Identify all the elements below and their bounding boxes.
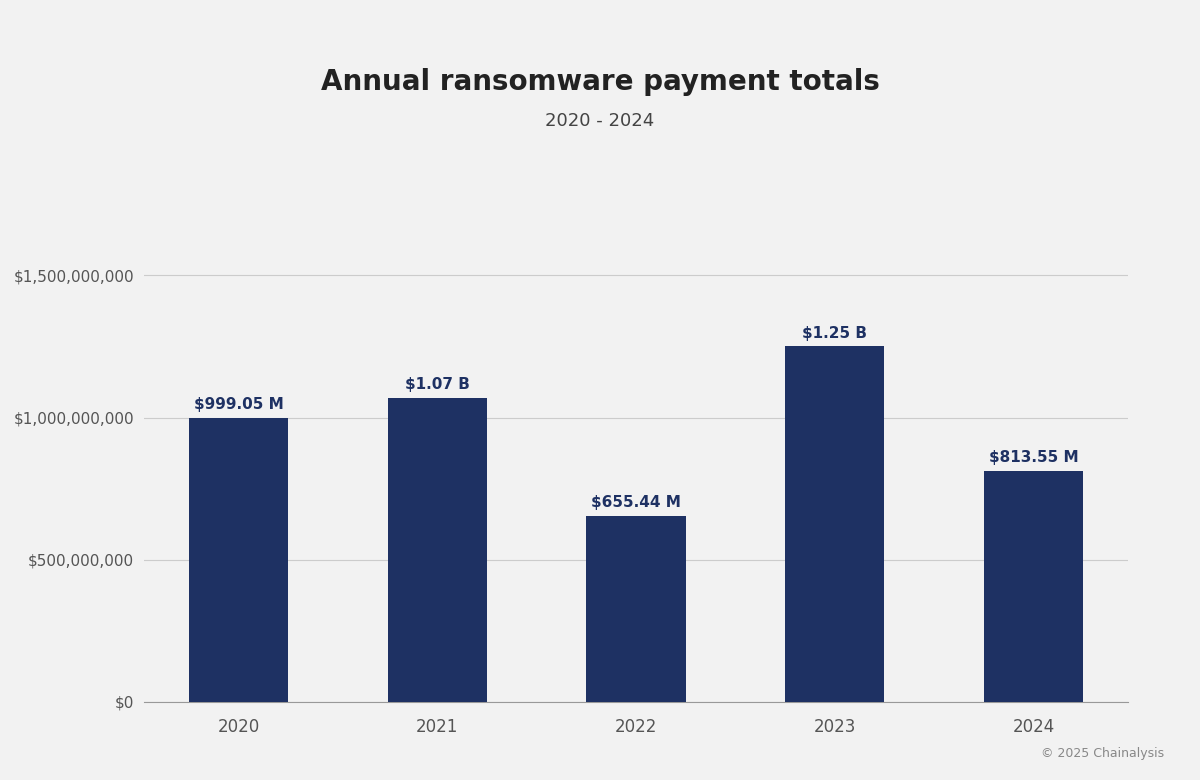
Text: Annual ransomware payment totals: Annual ransomware payment totals xyxy=(320,68,880,96)
Text: © 2025 Chainalysis: © 2025 Chainalysis xyxy=(1040,747,1164,760)
Bar xyxy=(388,398,487,702)
Text: 2020 - 2024: 2020 - 2024 xyxy=(545,112,655,130)
Bar xyxy=(984,470,1084,702)
Bar xyxy=(785,346,884,702)
Bar xyxy=(587,516,685,702)
Text: $1.25 B: $1.25 B xyxy=(803,326,868,341)
Text: $1.07 B: $1.07 B xyxy=(404,377,469,392)
Text: $655.44 M: $655.44 M xyxy=(592,495,680,510)
Text: $813.55 M: $813.55 M xyxy=(989,450,1079,465)
Bar xyxy=(188,418,288,702)
Text: $999.05 M: $999.05 M xyxy=(193,397,283,412)
